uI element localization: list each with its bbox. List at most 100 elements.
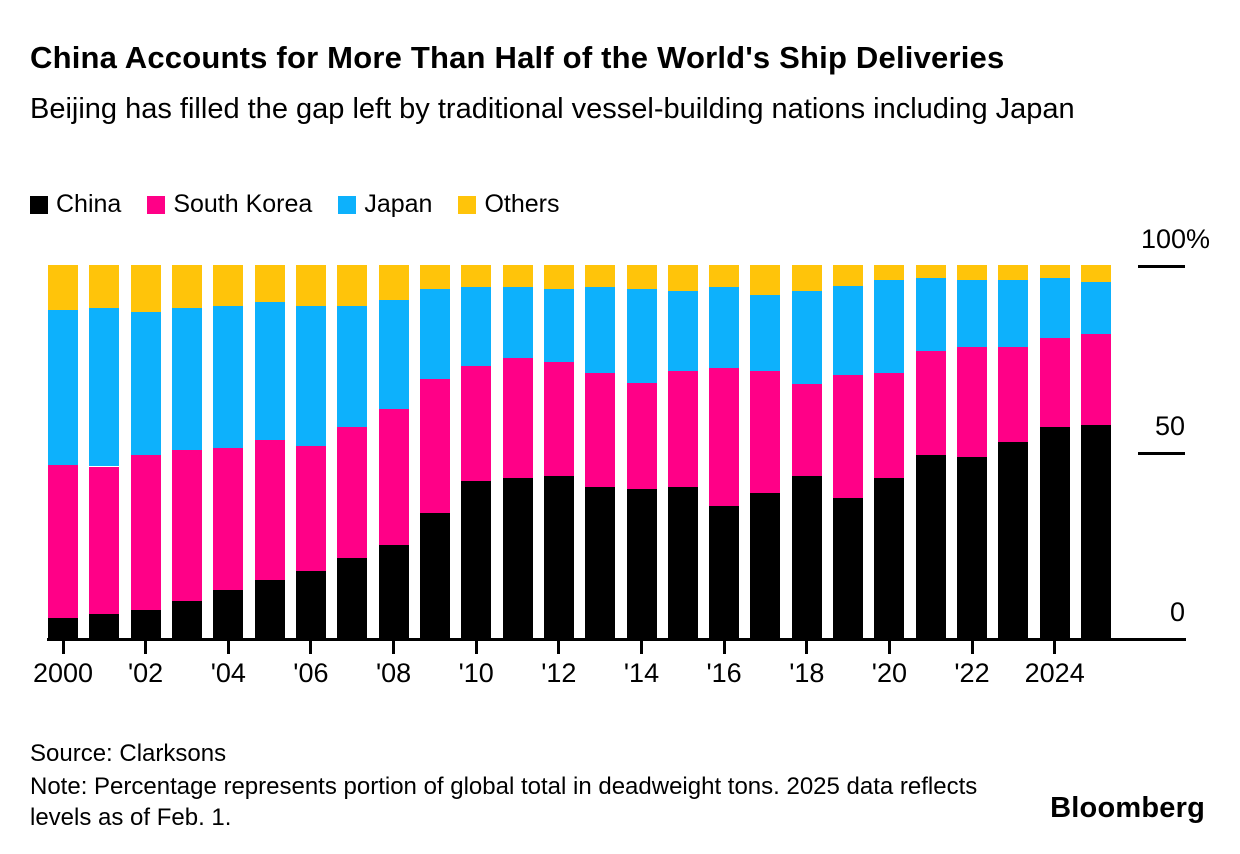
bar-segment-others: [543, 265, 574, 290]
bar-segment-japan: [461, 287, 492, 366]
bar-segment-south-korea: [833, 375, 864, 499]
x-tick-label-2022: '22: [954, 658, 990, 688]
legend-swatch-south-korea: [147, 195, 166, 214]
bar-segment-others: [295, 265, 326, 306]
bar-segment-japan: [957, 280, 987, 348]
bar-segment-south-korea: [213, 447, 244, 590]
bar-segment-others: [419, 265, 450, 290]
x-tick-label-2020: '20: [871, 658, 907, 688]
bar-2006: [295, 265, 326, 638]
bar-segment-japan: [213, 306, 244, 448]
bar-2003: [172, 265, 202, 638]
bar-segment-others: [502, 265, 533, 288]
legend-swatch-japan: [338, 195, 357, 214]
legend-item-south-korea: South Korea: [147, 190, 312, 219]
legend-item-china: China: [30, 190, 121, 219]
legend-label: South Korea: [173, 190, 313, 218]
bar-segment-china: [874, 477, 905, 638]
chart-subtitle: Beijing has filled the gap left by tradi…: [30, 93, 1075, 125]
x-tick-2018: [805, 641, 809, 654]
bar-segment-china: [1039, 427, 1070, 638]
x-tick-label-2010: '10: [458, 658, 494, 688]
bar-2020: [874, 265, 905, 638]
bar-segment-china: [833, 498, 864, 638]
bar-segment-others: [585, 265, 616, 288]
bar-segment-japan: [1039, 278, 1070, 338]
x-tick-label-2008: '08: [376, 658, 412, 688]
bar-segment-south-korea: [254, 440, 285, 581]
bar-segment-south-korea: [172, 449, 202, 601]
legend-swatch-others: [458, 195, 477, 214]
source-text: Source: Clarksons: [30, 740, 227, 767]
bar-segment-china: [295, 570, 326, 638]
bar-2007: [337, 265, 368, 638]
bar-segment-japan: [709, 287, 740, 368]
bar-2012: [543, 265, 574, 638]
bar-segment-japan: [667, 291, 698, 372]
bar-segment-others: [791, 265, 822, 292]
x-tick-2008: [392, 641, 396, 654]
bar-segment-japan: [791, 291, 822, 385]
bar-segment-south-korea: [337, 427, 368, 558]
bar-segment-china: [791, 475, 822, 638]
bar-segment-south-korea: [1039, 337, 1070, 428]
bar-2015: [667, 265, 698, 638]
bar-segment-south-korea: [378, 408, 409, 545]
bar-segment-south-korea: [502, 358, 533, 478]
y-tick-mark-50: [1138, 451, 1185, 455]
bar-2010: [461, 265, 492, 638]
bar-segment-others: [48, 265, 78, 310]
bar-segment-south-korea: [998, 347, 1029, 443]
legend-swatch-china: [30, 195, 48, 214]
x-tick-label-2024: 2024: [1024, 658, 1085, 688]
bar-segment-others: [709, 265, 740, 288]
bar-segment-china: [130, 610, 161, 638]
bar-segment-others: [213, 265, 244, 306]
legend: China South Korea Japan Others: [30, 190, 559, 219]
plot-area: [48, 265, 1111, 638]
bar-segment-south-korea: [585, 373, 616, 487]
bar-segment-japan: [998, 280, 1029, 348]
bar-segment-south-korea: [89, 466, 120, 614]
bar-segment-others: [378, 265, 409, 301]
bar-2011: [502, 265, 533, 638]
bar-2018: [791, 265, 822, 638]
x-tick-label-2004: '04: [210, 658, 246, 688]
bar-segment-south-korea: [915, 350, 946, 456]
bar-segment-others: [461, 265, 492, 288]
bar-segment-south-korea: [874, 373, 905, 478]
bar-segment-japan: [915, 278, 946, 351]
bar-segment-others: [998, 265, 1029, 280]
bar-segment-china: [626, 488, 657, 638]
bar-2013: [585, 265, 616, 638]
x-tick-2010: [474, 641, 478, 654]
bar-segment-japan: [750, 294, 781, 372]
x-tick-label-2000: 2000: [32, 658, 94, 688]
bar-segment-japan: [626, 289, 657, 383]
bar-segment-others: [957, 265, 987, 280]
bar-segment-china: [337, 557, 368, 638]
x-tick-2012: [557, 641, 561, 654]
bar-2009: [419, 265, 450, 638]
bar-segment-china: [254, 580, 285, 638]
bar-segment-others: [89, 265, 120, 308]
bar-2022: [957, 265, 987, 638]
bar-segment-china: [213, 589, 244, 638]
bar-segment-china: [419, 513, 450, 638]
bar-segment-china: [543, 475, 574, 638]
bar-2014: [626, 265, 657, 638]
bar-segment-south-korea: [461, 365, 492, 482]
bar-2008: [378, 265, 409, 638]
x-axis-line: [47, 638, 1186, 641]
bar-segment-south-korea: [130, 455, 161, 610]
bar-segment-south-korea: [709, 367, 740, 506]
x-axis-ticks: [48, 641, 1111, 654]
bar-segment-japan: [1081, 281, 1111, 334]
bar-segment-south-korea: [1081, 334, 1111, 426]
bar-segment-others: [833, 265, 864, 286]
bloomberg-logo: Bloomberg: [1050, 792, 1205, 824]
bar-2025: [1081, 265, 1111, 638]
bar-segment-japan: [337, 306, 368, 428]
legend-label: Japan: [364, 190, 433, 218]
bar-segment-others: [130, 265, 161, 312]
